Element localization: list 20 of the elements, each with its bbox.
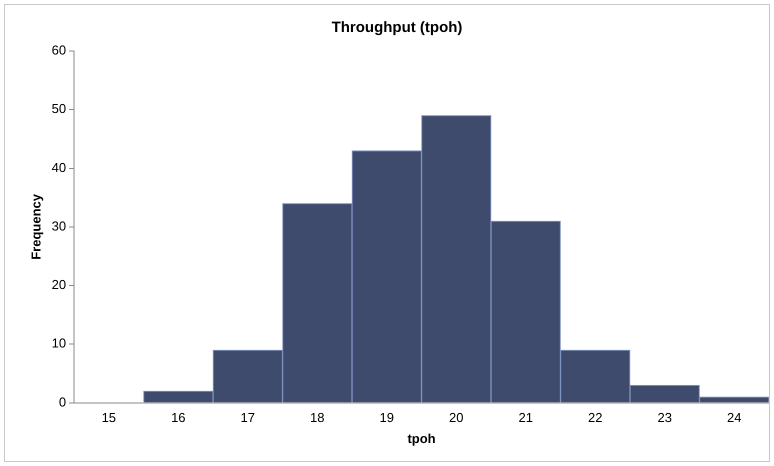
x-tick-label: 16 [171, 410, 186, 426]
x-tick-label: 15 [102, 410, 116, 426]
x-tick-label: 20 [449, 410, 464, 426]
y-tick-label: 60 [52, 42, 66, 58]
x-tick-label: 23 [658, 410, 672, 426]
y-tick-label: 20 [52, 277, 66, 292]
y-tick-label: 30 [52, 218, 66, 234]
y-axis-title: Frequency [28, 193, 44, 260]
y-tick-label: 50 [52, 101, 66, 116]
x-tick-label: 21 [518, 410, 534, 426]
x-tick-label: 17 [240, 410, 256, 426]
chart-title: Throughput (tpoh) [332, 19, 462, 36]
x-tick-label: 19 [380, 410, 394, 426]
x-tick-label: 24 [727, 410, 742, 426]
x-tick-label: 22 [588, 410, 602, 426]
y-tick-label: 10 [52, 336, 66, 351]
y-tick-label: 0 [58, 394, 66, 410]
x-tick-label: 18 [310, 410, 325, 426]
y-tick-label: 40 [52, 160, 66, 175]
x-axis-title: tpoh [407, 430, 436, 446]
